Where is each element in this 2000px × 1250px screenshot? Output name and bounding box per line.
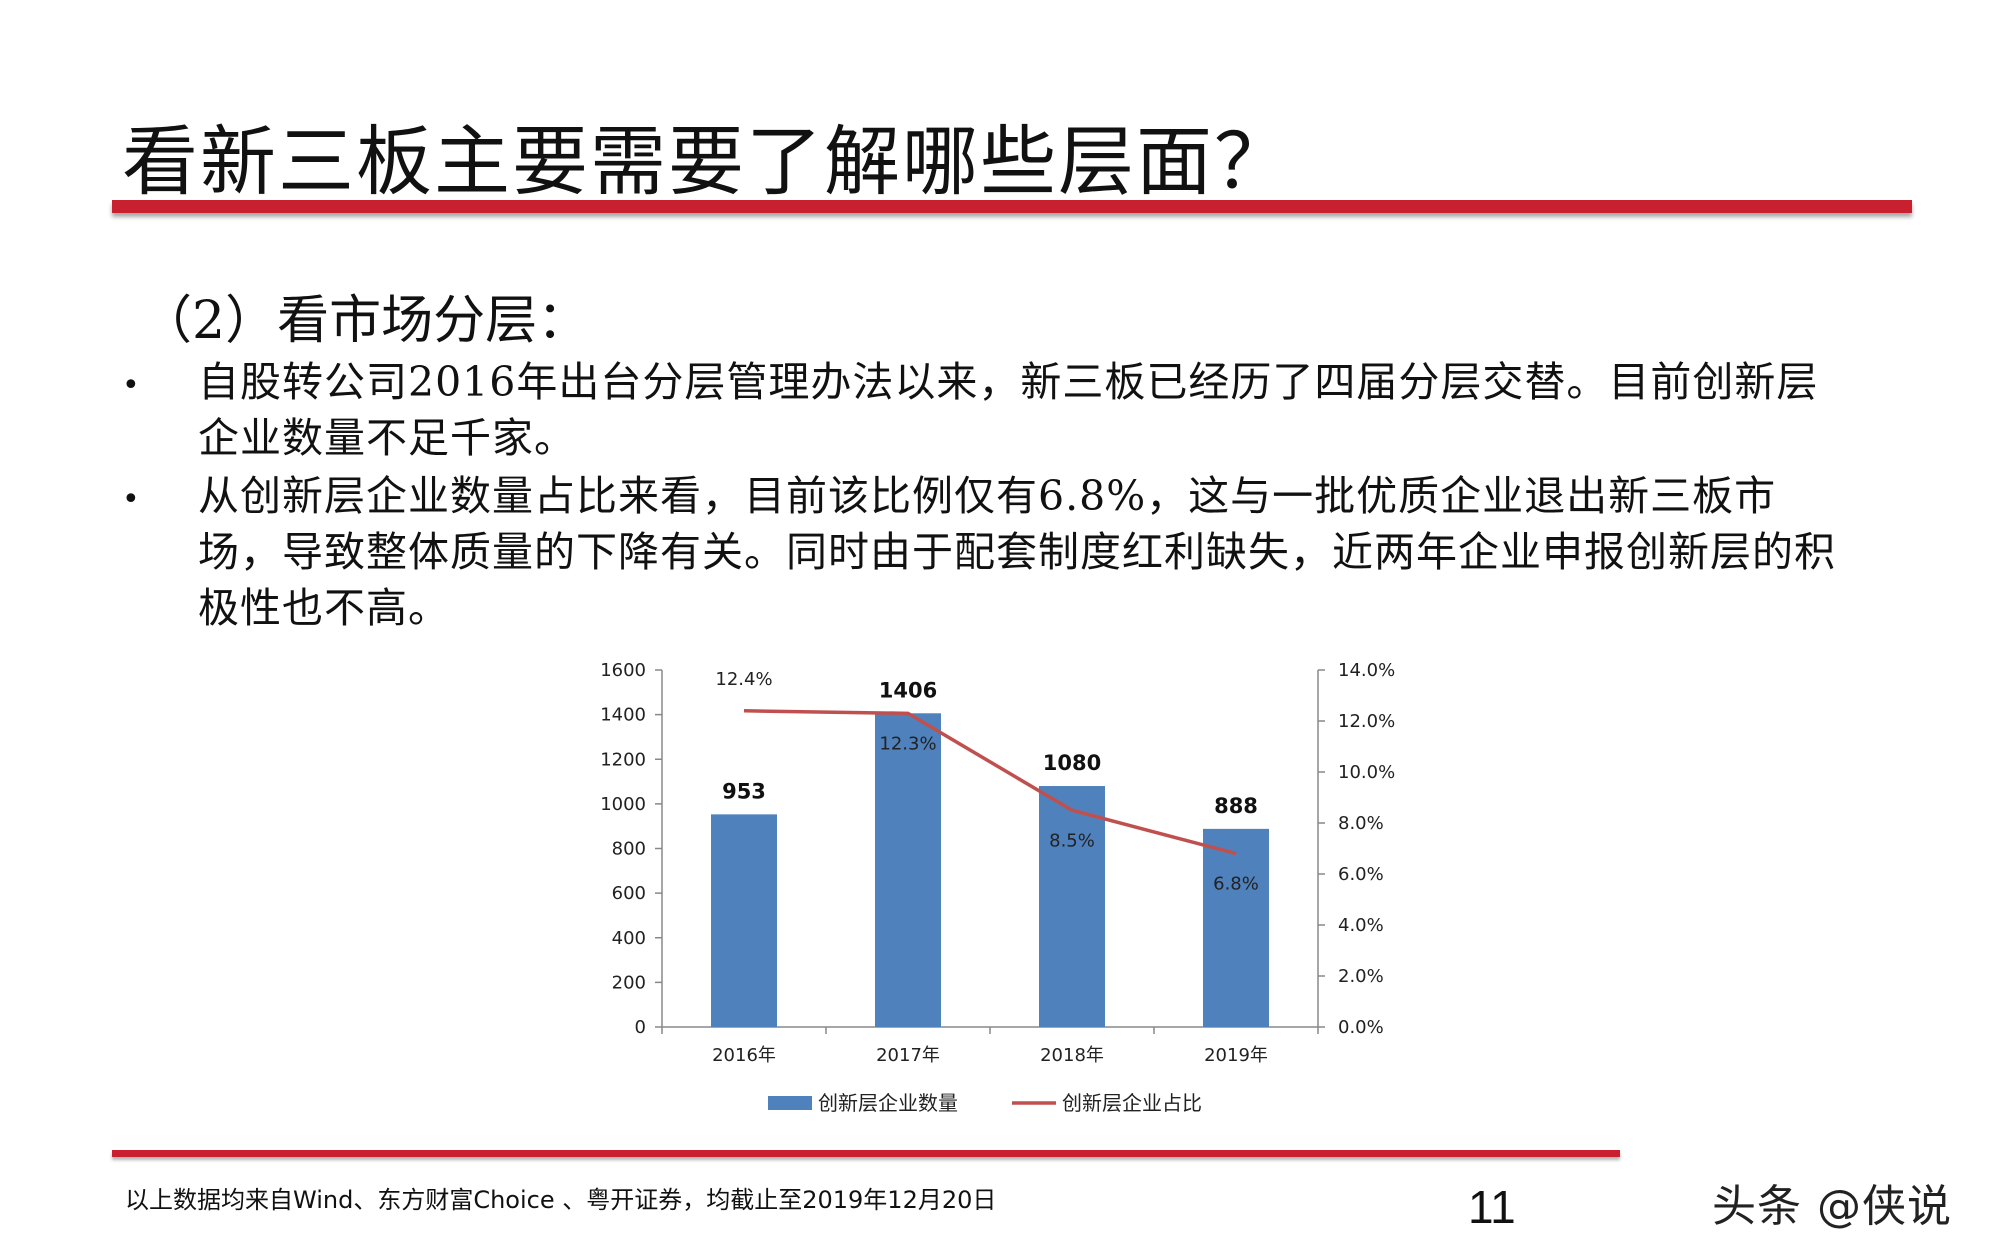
bar	[711, 814, 777, 1027]
right-tick-label: 0.0%	[1338, 1017, 1384, 1038]
legend-bar-swatch	[768, 1096, 812, 1110]
bar-value-label: 953	[722, 779, 766, 803]
percentage-label: 6.8%	[1213, 874, 1259, 895]
left-tick-label: 0	[635, 1017, 646, 1038]
source-footnote: 以上数据均来自Wind、东方财富Choice 、粤开证券，均截止至2019年12…	[125, 1186, 997, 1214]
left-tick-label: 800	[612, 839, 646, 860]
percentage-label: 12.4%	[715, 669, 772, 690]
section-subtitle: （2）看市场分层：	[140, 291, 590, 351]
left-tick-label: 1600	[600, 660, 646, 681]
right-tick-label: 4.0%	[1338, 915, 1384, 936]
bar-value-label: 1080	[1043, 751, 1101, 775]
page-number: 11	[1468, 1181, 1516, 1233]
x-tick-label: 2019年	[1204, 1045, 1268, 1066]
percentage-label: 12.3%	[879, 733, 936, 754]
left-tick-label: 600	[612, 883, 646, 904]
x-tick-label: 2018年	[1040, 1045, 1104, 1066]
legend-line-label: 创新层企业占比	[1062, 1091, 1202, 1115]
right-tick-label: 12.0%	[1338, 711, 1395, 732]
percentage-label: 8.5%	[1049, 830, 1095, 851]
right-tick-label: 6.0%	[1338, 864, 1384, 885]
left-tick-label: 400	[612, 928, 646, 949]
x-tick-label: 2016年	[712, 1045, 776, 1066]
left-tick-label: 1400	[600, 705, 646, 726]
percentage-line	[743, 709, 1237, 856]
left-tick-label: 200	[612, 972, 646, 993]
x-tick-label: 2017年	[876, 1045, 940, 1066]
legend-bar-label: 创新层企业数量	[818, 1091, 958, 1115]
right-tick-label: 14.0%	[1338, 660, 1395, 681]
right-tick-label: 2.0%	[1338, 966, 1384, 987]
right-tick-label: 8.0%	[1338, 813, 1384, 834]
watermark-text: 头条 @侠说	[1712, 1181, 1952, 1232]
right-tick-label: 10.0%	[1338, 762, 1395, 783]
bar-value-label: 1406	[879, 678, 937, 702]
bar	[875, 713, 941, 1027]
bullet-text: 自股转公司2016年出台分层管理办法以来，新三板已经历了四届分层交替。目前创新层…	[198, 358, 1819, 462]
footer-divider	[112, 1150, 1620, 1157]
left-tick-label: 1000	[600, 794, 646, 815]
bar	[1203, 828, 1269, 1027]
bar	[1039, 786, 1105, 1027]
title-divider	[112, 200, 1912, 213]
bullet-marker: •	[122, 368, 140, 403]
bullet-marker: •	[122, 482, 140, 517]
left-tick-label: 1200	[600, 749, 646, 770]
page-title: 看新三板主要需要了解哪些层面？	[122, 117, 1292, 206]
bullet-text: 从创新层企业数量占比来看，目前该比例仅有6.8%，这与一批优质企业退出新三板市场…	[198, 472, 1836, 632]
bar-value-label: 888	[1214, 794, 1258, 818]
